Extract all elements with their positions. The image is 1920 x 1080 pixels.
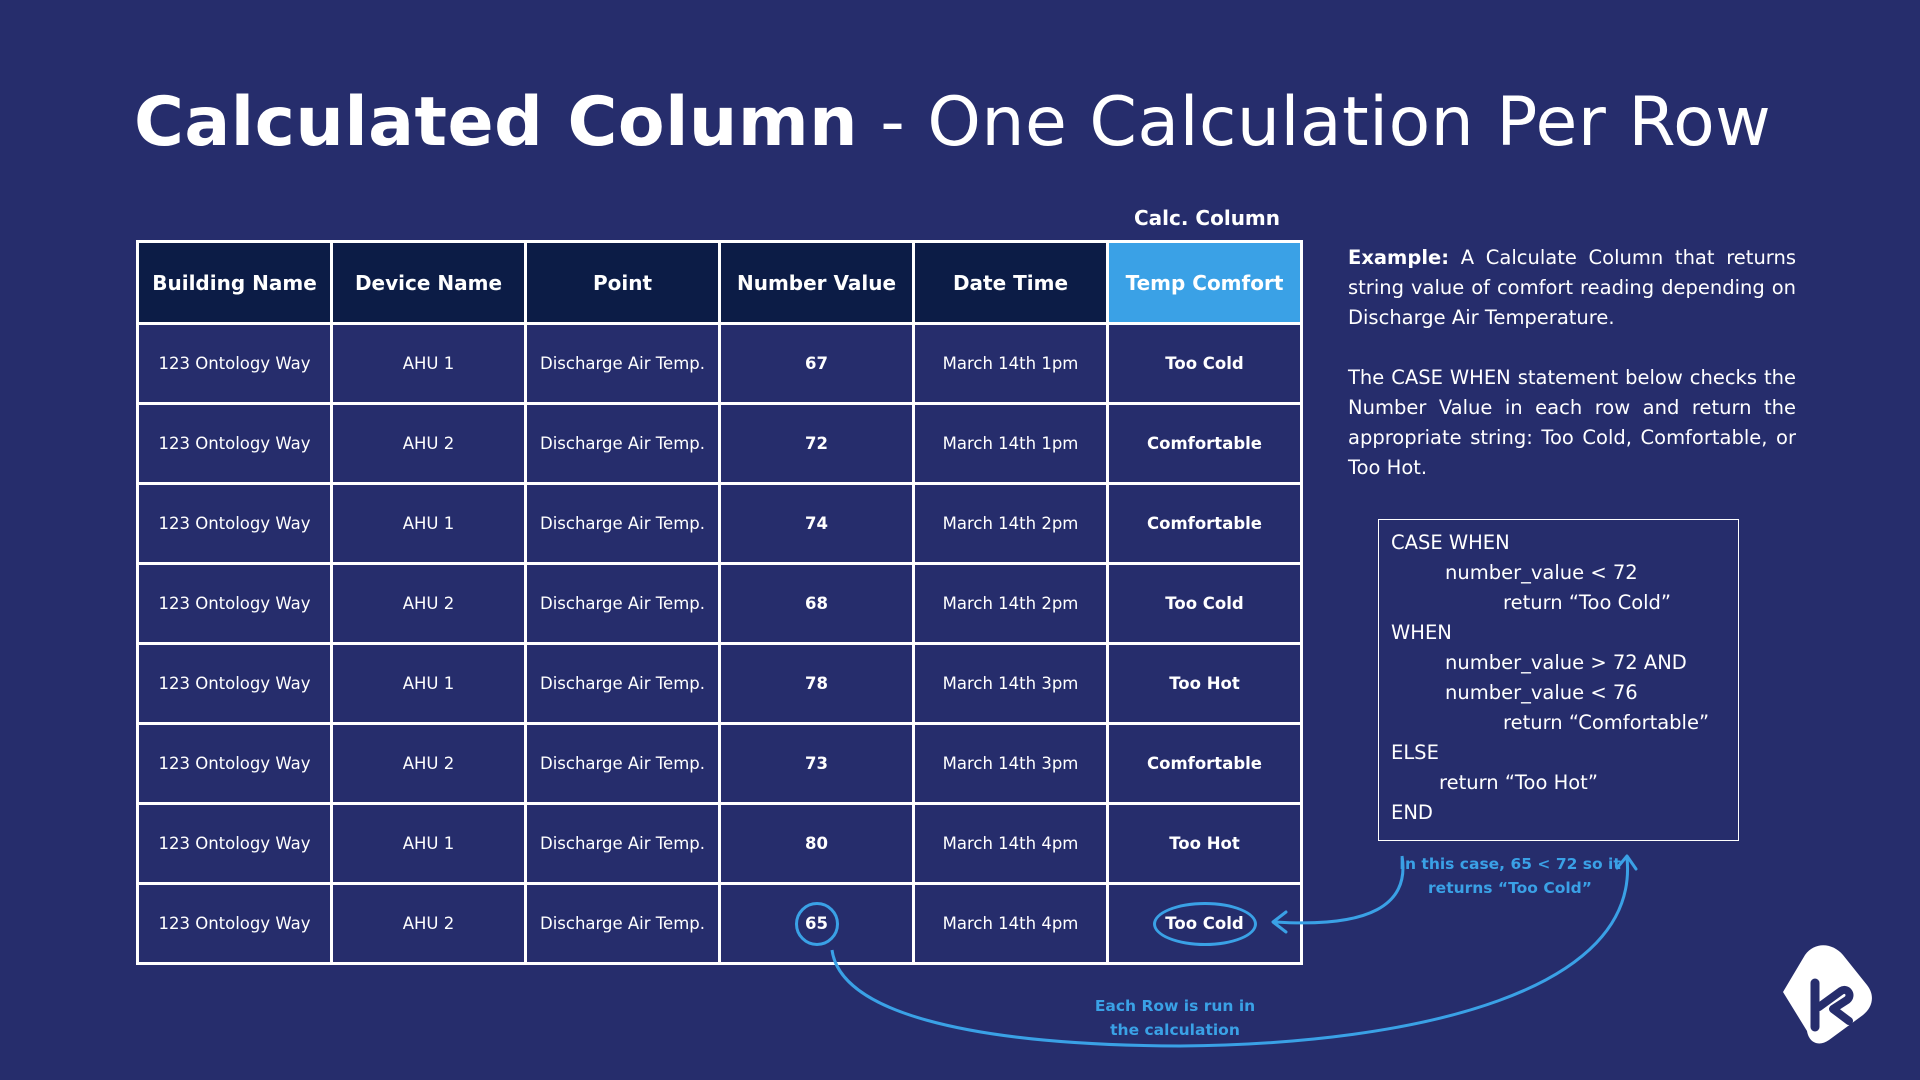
cell-date-time: March 14th 2pm (912, 562, 1109, 645)
code-line: END (1391, 801, 1433, 824)
code-line: WHEN (1391, 621, 1452, 644)
cell-device-name: AHU 1 (330, 802, 527, 885)
cell-temp-comfort: Comfortable (1106, 482, 1303, 565)
cell-building-name: 123 Ontology Way (136, 882, 333, 965)
cell-number-value: 74 (718, 482, 915, 565)
highlight-ellipse (1152, 901, 1257, 946)
circled-temp-comfort: Too Cold (1152, 901, 1257, 946)
table-row: 123 Ontology Way AHU 2 Discharge Air Tem… (136, 562, 1303, 645)
table-row-highlighted: 123 Ontology Way AHU 2 Discharge Air Tem… (136, 882, 1303, 965)
cell-device-name: AHU 2 (330, 882, 527, 965)
cell-building-name: 123 Ontology Way (136, 802, 333, 885)
cell-building-name: 123 Ontology Way (136, 322, 333, 405)
arrowhead-left (1271, 910, 1288, 934)
arrow-each-row (830, 857, 1629, 1048)
cell-device-name: AHU 2 (330, 402, 527, 485)
header-number-value: Number Value (718, 240, 915, 325)
cell-temp-comfort: Comfortable (1106, 722, 1303, 805)
cell-number-value: 80 (718, 802, 915, 885)
arrow-to-result (1274, 855, 1405, 925)
cell-date-time: March 14th 3pm (912, 642, 1109, 725)
cell-device-name: AHU 1 (330, 322, 527, 405)
case-annotation-line-1: In this case, 65 < 72 so it (1399, 855, 1621, 873)
cell-point: Discharge Air Temp. (524, 642, 721, 725)
cell-number-value: 67 (718, 322, 915, 405)
title-bold: Calculated Column (134, 83, 859, 162)
row-annotation-line-2: the calculation (1110, 1021, 1240, 1039)
cell-temp-comfort: Too Hot (1106, 642, 1303, 725)
header-device-name: Device Name (330, 240, 527, 325)
cell-point: Discharge Air Temp. (524, 882, 721, 965)
cell-device-name: AHU 2 (330, 722, 527, 805)
code-line: return “Comfortable” (1503, 711, 1710, 734)
arrowhead-up (1615, 854, 1638, 871)
case-annotation: In this case, 65 < 72 so it returns “Too… (1395, 852, 1625, 900)
data-table: Building Name Device Name Point Number V… (136, 240, 1303, 965)
header-point: Point (524, 240, 721, 325)
cell-date-time: March 14th 2pm (912, 482, 1109, 565)
example-text: A Calculate Column that returns string v… (1348, 246, 1796, 329)
cell-device-name: AHU 2 (330, 562, 527, 645)
code-line: number_value < 76 (1445, 681, 1638, 704)
highlight-circle (794, 901, 839, 946)
cell-temp-comfort: Comfortable (1106, 402, 1303, 485)
example-paragraph-2: The CASE WHEN statement below checks the… (1348, 366, 1796, 479)
cell-temp-comfort: Too Hot (1106, 802, 1303, 885)
example-paragraph-1: Example: A Calculate Column that returns… (1348, 243, 1796, 333)
calc-column-label: Calc. Column (1133, 206, 1281, 230)
table-row: 123 Ontology Way AHU 1 Discharge Air Tem… (136, 322, 1303, 405)
cell-device-name: AHU 1 (330, 482, 527, 565)
code-line: return “Too Cold” (1503, 591, 1672, 614)
row-annotation-line-1: Each Row is run in (1094, 997, 1256, 1015)
row-annotation: Each Row is run in the calculation (1070, 994, 1280, 1042)
header-building-name: Building Name (136, 240, 333, 325)
circled-number-value: 65 (794, 901, 839, 946)
table-row: 123 Ontology Way AHU 1 Discharge Air Tem… (136, 642, 1303, 725)
cell-number-value: 78 (718, 642, 915, 725)
cell-point: Discharge Air Temp. (524, 802, 721, 885)
k-logo-icon (1783, 945, 1872, 1044)
example-label: Example: (1348, 246, 1450, 269)
page-title: Calculated Column - One Calculation Per … (134, 78, 1771, 168)
table-row: 123 Ontology Way AHU 1 Discharge Air Tem… (136, 802, 1303, 885)
cell-building-name: 123 Ontology Way (136, 482, 333, 565)
cell-point: Discharge Air Temp. (524, 722, 721, 805)
cell-date-time: March 14th 4pm (912, 802, 1109, 885)
code-line: ELSE (1391, 741, 1439, 764)
title-rest: - One Calculation Per Row (858, 83, 1772, 162)
table-row: 123 Ontology Way AHU 2 Discharge Air Tem… (136, 722, 1303, 805)
cell-date-time: March 14th 3pm (912, 722, 1109, 805)
cell-point: Discharge Air Temp. (524, 322, 721, 405)
table-header-row: Building Name Device Name Point Number V… (136, 240, 1303, 325)
header-temp-comfort: Temp Comfort (1106, 240, 1303, 325)
cell-building-name: 123 Ontology Way (136, 722, 333, 805)
header-date-time: Date Time (912, 240, 1109, 325)
cell-number-value: 68 (718, 562, 915, 645)
cell-date-time: March 14th 4pm (912, 882, 1109, 965)
table-row: 123 Ontology Way AHU 2 Discharge Air Tem… (136, 402, 1303, 485)
code-line: CASE WHEN (1391, 531, 1510, 554)
cell-building-name: 123 Ontology Way (136, 402, 333, 485)
cell-building-name: 123 Ontology Way (136, 642, 333, 725)
cell-point: Discharge Air Temp. (524, 402, 721, 485)
code-line: return “Too Hot” (1439, 771, 1598, 794)
cell-temp-comfort: Too Cold (1106, 322, 1303, 405)
table-row: 123 Ontology Way AHU 1 Discharge Air Tem… (136, 482, 1303, 565)
cell-date-time: March 14th 1pm (912, 322, 1109, 405)
cell-number-value: 73 (718, 722, 915, 805)
cell-point: Discharge Air Temp. (524, 562, 721, 645)
cell-building-name: 123 Ontology Way (136, 562, 333, 645)
case-annotation-line-2: returns “Too Cold” (1428, 879, 1592, 897)
cell-date-time: March 14th 1pm (912, 402, 1109, 485)
cell-number-value: 65 (718, 882, 915, 965)
code-line: number_value > 72 AND (1445, 651, 1687, 674)
code-line: number_value < 72 (1445, 561, 1638, 584)
cell-number-value: 72 (718, 402, 915, 485)
cell-device-name: AHU 1 (330, 642, 527, 725)
cell-point: Discharge Air Temp. (524, 482, 721, 565)
example-description: Example: A Calculate Column that returns… (1348, 243, 1796, 513)
cell-temp-comfort: Too Cold (1106, 562, 1303, 645)
case-when-code-box: CASE WHEN number_value < 72 return “Too … (1378, 519, 1739, 841)
